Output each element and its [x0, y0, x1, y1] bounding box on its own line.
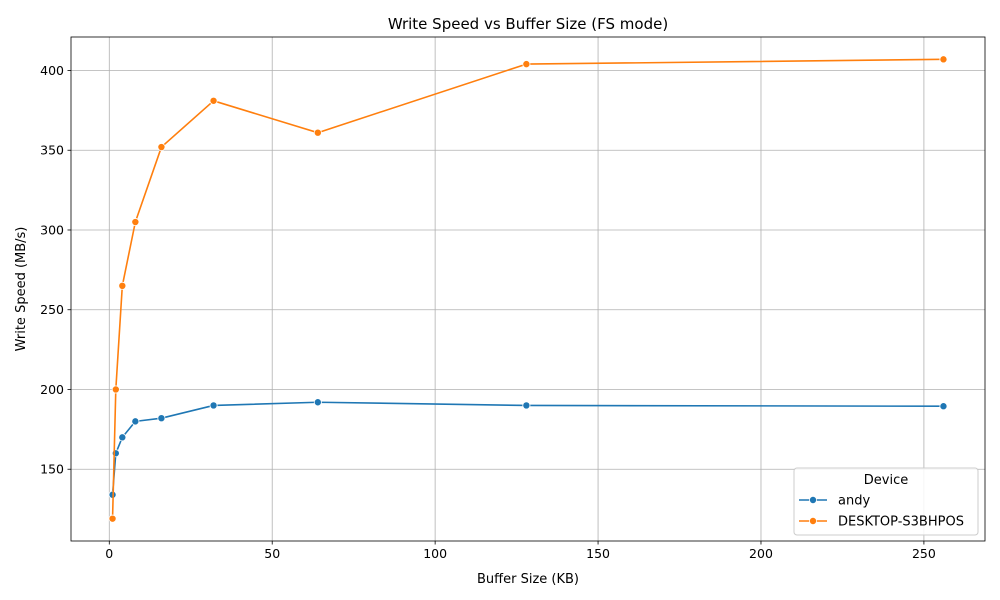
data-point: [157, 143, 166, 152]
legend-entry-label: DESKTOP-S3BHPOS: [838, 515, 964, 530]
data-point: [131, 417, 140, 426]
legend: Device andy DESKTOP-S3BHPOS: [793, 467, 979, 536]
y-tick-label: 300: [40, 222, 64, 237]
legend-entry-label: andy: [838, 494, 870, 509]
data-point: [111, 385, 120, 394]
legend-frame: [793, 467, 979, 536]
x-tick-label: 200: [749, 546, 773, 561]
plot-frame: [70, 36, 986, 542]
data-point: [209, 401, 218, 410]
data-point: [108, 514, 117, 523]
data-point: [522, 401, 531, 410]
x-axis-label: Buffer Size (KB): [477, 572, 579, 587]
data-point: [313, 128, 322, 137]
x-tick-label: 100: [423, 546, 447, 561]
legend-title: Device: [864, 473, 908, 488]
y-tick-label: 150: [40, 462, 64, 477]
y-tick-label: 200: [40, 382, 64, 397]
data-point: [157, 414, 166, 423]
gridlines: [71, 37, 985, 541]
series-line: [111, 58, 944, 519]
data-point: [118, 433, 127, 442]
series-andy: [108, 398, 948, 499]
data-point: [939, 402, 948, 411]
axis-ticks: 0 50 100 150 200 250 150 200 250 300 350 400: [40, 63, 936, 561]
x-tick-label: 150: [586, 546, 610, 561]
x-tick-label: 50: [264, 546, 280, 561]
series-desktop-s3bhpos: [108, 55, 948, 523]
data-point: [131, 218, 140, 227]
y-tick-label: 350: [40, 143, 64, 158]
legend-swatch-marker: [809, 495, 818, 504]
data-point: [209, 96, 218, 105]
data-point: [313, 398, 322, 407]
legend-swatch-marker: [809, 517, 818, 526]
y-axis-label: Write Speed (MB/s): [14, 227, 29, 352]
y-tick-label: 250: [40, 302, 64, 317]
data-point: [939, 55, 948, 64]
y-tick-label: 400: [40, 63, 64, 78]
chart-title: Write Speed vs Buffer Size (FS mode): [388, 15, 668, 33]
data-point: [118, 281, 127, 290]
series-layer: [108, 55, 948, 523]
data-point: [111, 449, 120, 458]
x-tick-label: 250: [912, 546, 936, 561]
data-point: [522, 60, 531, 69]
x-tick-label: 0: [105, 546, 113, 561]
legend-items: andy DESKTOP-S3BHPOS: [799, 494, 964, 530]
